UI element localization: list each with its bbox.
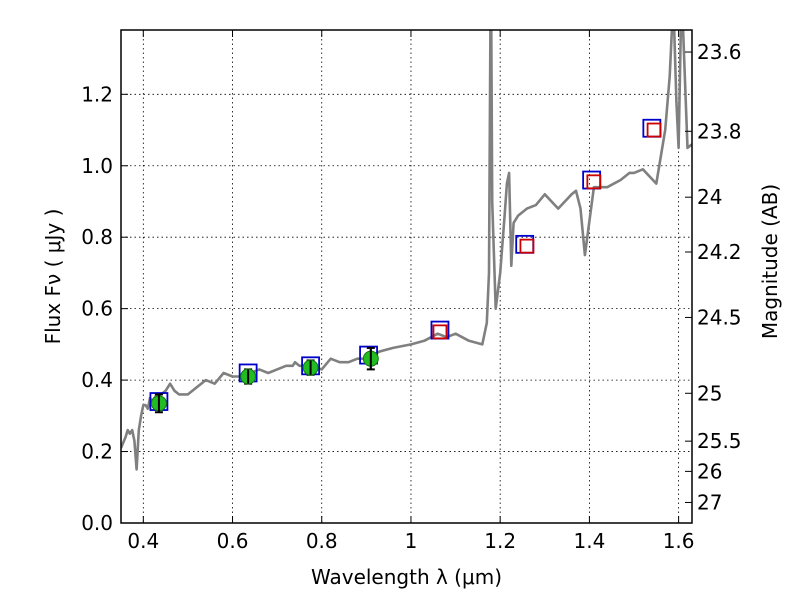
observed-limit-square [432, 324, 448, 340]
right-tick-label: 23.8 [697, 119, 742, 143]
y-tick-label: 0.0 [81, 511, 113, 535]
model-spectrum-line-layer [121, 30, 692, 471]
right-tick-label: 24.5 [697, 305, 742, 329]
y-tick-label: 0.2 [81, 440, 113, 464]
x-tick-label: 1.2 [484, 529, 516, 553]
model-photometry-square [642, 118, 662, 138]
x-tick-label: 1.6 [663, 529, 695, 553]
plot-frame [120, 29, 693, 524]
right-tick-label: 25 [697, 381, 722, 405]
y-tick-label: 0.8 [81, 225, 113, 249]
right-tick-label: 25.5 [697, 429, 742, 453]
y-tick-label: 1.0 [81, 154, 113, 178]
y-tick-label: 0.6 [81, 297, 113, 321]
x-tick-label: 0.6 [217, 529, 249, 553]
right-tick-label: 24.2 [697, 240, 742, 264]
model-spectrum-line [121, 30, 692, 471]
y-tick-label: 0.4 [81, 368, 113, 392]
axis-ticks: 0.4 0.6 0.8 1 1.2 1.4 1.6 0.0 0.2 0.4 0.6 0.8 1.0 1.2… [81, 30, 742, 553]
right-axis-title: Magnitude (AB) [758, 184, 782, 339]
x-tick-label: 1 [405, 529, 418, 553]
right-tick-label: 24 [697, 185, 722, 209]
grid-lines [121, 30, 692, 524]
x-axis-title: Wavelength λ (μm) [311, 565, 502, 589]
right-tick-label: 27 [697, 490, 722, 514]
y-tick-label: 1.2 [81, 82, 113, 106]
right-tick-label: 26 [697, 459, 722, 483]
y-axis-title: Flux Fν ( μJy ) [41, 209, 65, 345]
observed-limit-square [519, 238, 535, 254]
x-tick-label: 0.4 [127, 529, 159, 553]
photometry-marker-layer [149, 118, 662, 414]
x-tick-label: 1.4 [573, 529, 605, 553]
observed-limit-square [586, 174, 602, 190]
right-tick-label: 23.6 [697, 40, 742, 64]
model-photometry-square [515, 234, 535, 254]
observed-limit-square [646, 122, 662, 138]
x-tick-label: 0.8 [306, 529, 338, 553]
